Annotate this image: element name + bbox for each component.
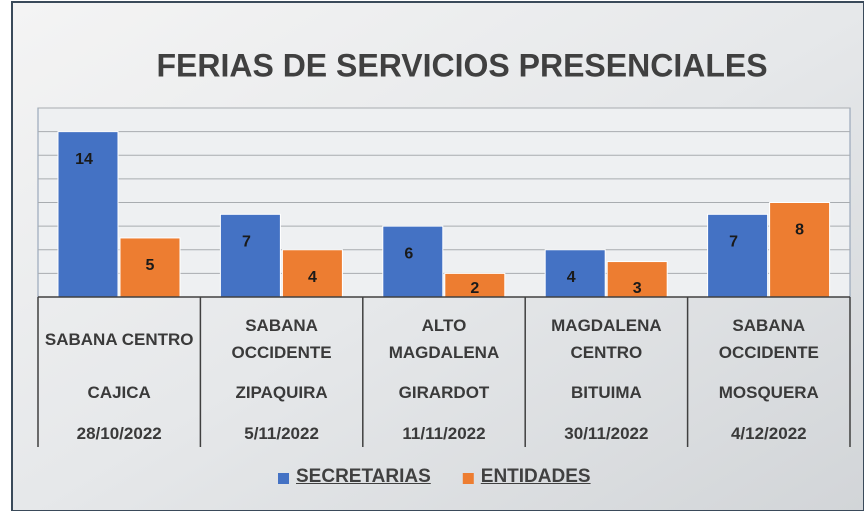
bar	[382, 225, 444, 298]
category-label: 28/10/2022	[76, 424, 162, 443]
legend-label: ENTIDADES	[480, 466, 591, 487]
legend-label: SECRETARIAS	[296, 466, 431, 487]
category-label: ZIPAQUIRA	[235, 383, 328, 402]
data-label: 14	[75, 151, 93, 168]
bar	[544, 249, 606, 298]
bar	[707, 213, 769, 298]
category-label: MAGDALENA CENTRO	[551, 316, 662, 362]
category-label: SABANA OCCIDENTE	[231, 316, 332, 362]
data-label: 7	[242, 234, 251, 251]
legend-swatch	[462, 473, 474, 484]
category-label: CAJICA	[87, 383, 151, 402]
category-label: 5/11/2022	[244, 424, 319, 443]
category-label: BITUIMA	[570, 383, 642, 402]
chart-title: FERIAS DE SERVICIOS PRESENCIALES	[156, 47, 767, 83]
category-label: SABANA OCCIDENTE	[718, 316, 819, 362]
data-label: 4	[308, 269, 317, 286]
bar	[57, 131, 119, 298]
category-label: 4/12/2022	[730, 424, 807, 443]
bar	[606, 261, 668, 298]
legend-swatch	[278, 473, 289, 484]
bar	[281, 249, 343, 298]
category-label: GIRARDOT	[398, 383, 490, 402]
data-label: 8	[795, 222, 804, 239]
bar	[219, 213, 281, 298]
data-label: 7	[729, 234, 738, 251]
category-label: SABANA CENTRO	[44, 329, 194, 349]
category-label: 30/11/2022	[564, 424, 649, 443]
bar	[769, 202, 831, 298]
data-label: 4	[567, 269, 576, 286]
bar	[119, 237, 181, 298]
data-label: 5	[146, 257, 155, 274]
data-label: 6	[404, 245, 413, 262]
data-label: 2	[470, 280, 479, 297]
data-label: 3	[633, 280, 642, 297]
category-label: 11/11/2022	[402, 424, 486, 443]
category-label: MOSQUERA	[718, 383, 819, 402]
category-label: ALTO MAGDALENA	[388, 316, 500, 362]
